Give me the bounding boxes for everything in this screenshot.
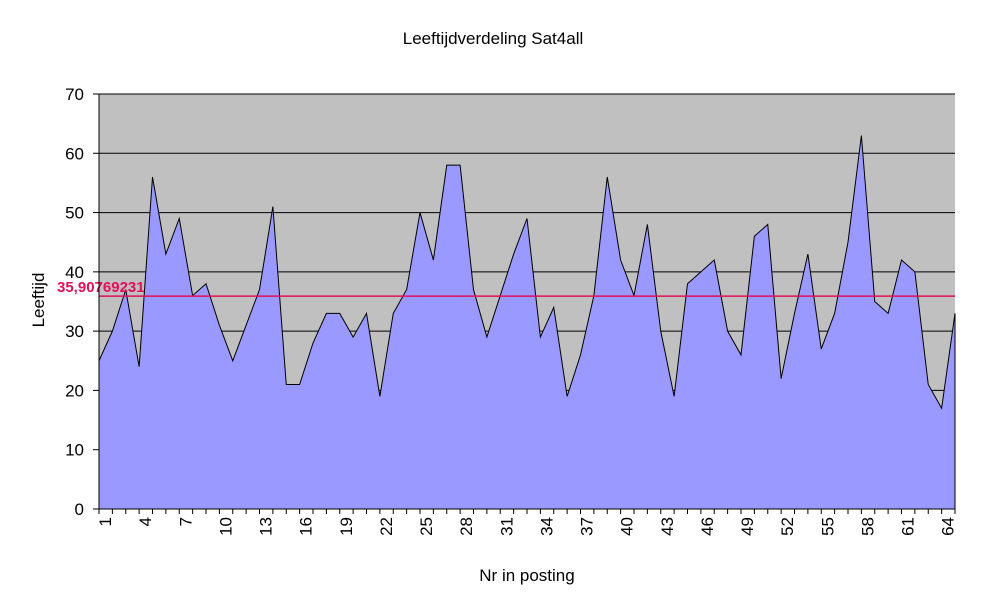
x-tick-label: 49: [738, 517, 757, 536]
y-tick-label: 40: [65, 263, 84, 282]
x-axis-label: Nr in posting: [479, 566, 574, 585]
y-tick-label: 70: [65, 85, 84, 104]
x-tick-label: 1: [96, 517, 115, 526]
y-tick-label: 10: [65, 441, 84, 460]
x-tick-label: 52: [778, 517, 797, 536]
y-tick-label: 60: [65, 144, 84, 163]
y-tick-label: 20: [65, 381, 84, 400]
x-tick-label: 4: [136, 517, 155, 526]
x-tick-label: 43: [658, 517, 677, 536]
x-tick-label: 34: [537, 517, 556, 536]
y-tick-labels: 0 10 20 30 40 50 60 70: [65, 85, 99, 519]
reference-line-label: 35,90769231: [57, 279, 145, 296]
x-tick-label: 55: [818, 517, 837, 536]
y-tick-label: 30: [65, 322, 84, 341]
y-tick-label: 50: [65, 204, 84, 223]
x-tick-label: 61: [899, 517, 918, 536]
x-tick-label: 19: [337, 517, 356, 536]
x-tick-label: 16: [297, 517, 316, 536]
x-tick-label: 58: [858, 517, 877, 536]
x-tick-label: 10: [216, 517, 235, 536]
x-tick-label: 13: [257, 517, 276, 536]
y-axis-label: Leeftijd: [29, 273, 48, 328]
x-tick-labels: 1 4 7 10 13 16 19 22 25 28 31 34 37 40 43 46 49 52 55 58 61 6…: [96, 509, 958, 536]
x-tick-label: 46: [698, 517, 717, 536]
y-tick-label: 0: [75, 500, 84, 519]
chart-title: Leeftijdverdeling Sat4all: [403, 29, 584, 48]
x-tick-label: 31: [497, 517, 516, 536]
x-tick-label: 28: [457, 517, 476, 536]
x-tick-label: 7: [176, 517, 195, 526]
x-tick-label: 64: [939, 517, 958, 536]
x-tick-label: 37: [578, 517, 597, 536]
x-tick-label: 22: [377, 517, 396, 536]
x-tick-label: 40: [618, 517, 637, 536]
x-tick-label: 25: [417, 517, 436, 536]
area-series: [98, 135, 956, 510]
